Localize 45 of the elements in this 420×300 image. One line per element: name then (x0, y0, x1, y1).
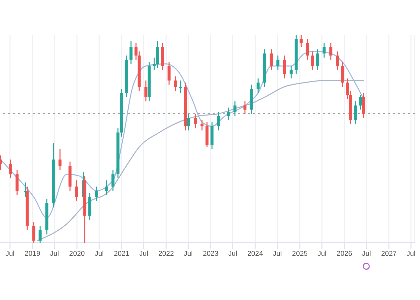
candlestick (354, 101, 358, 125)
candlestick (130, 40, 133, 65)
candlestick (174, 76, 178, 92)
candlestick (234, 101, 237, 117)
candlestick (16, 170, 19, 196)
candlestick (306, 38, 310, 60)
candlestick (283, 55, 286, 80)
candlestick (58, 148, 62, 171)
candlestick (168, 62, 171, 86)
candlestick (256, 78, 260, 94)
candlestick (226, 107, 230, 121)
candlestick (210, 122, 214, 150)
candlestick (0, 155, 2, 171)
candlestick (75, 180, 78, 202)
candlestick (244, 101, 247, 115)
candlestick (311, 51, 314, 71)
candlestick (179, 80, 182, 94)
candlestick (270, 49, 274, 71)
candlestick (104, 180, 108, 196)
candlestick (250, 84, 254, 115)
candlestick (200, 120, 204, 132)
candlestick (38, 226, 42, 243)
candlestick (68, 161, 72, 192)
candlestick (217, 111, 220, 132)
candlestick (95, 186, 98, 202)
candlestick (316, 49, 320, 71)
candlestick (341, 62, 344, 88)
candlestick (88, 192, 92, 221)
candlestick (161, 42, 164, 71)
candlestick (322, 42, 326, 58)
candlestick (290, 66, 293, 80)
candlestick (112, 170, 115, 192)
candlestick (206, 122, 209, 148)
candlestick (144, 80, 148, 102)
candlestick (330, 42, 333, 60)
candlestick (32, 222, 36, 243)
candlestick (336, 51, 340, 71)
candlestick (300, 35, 303, 48)
candlestick (156, 40, 160, 69)
candlestick (194, 114, 198, 130)
candlestick (359, 94, 362, 110)
candlestick (187, 114, 190, 132)
candlestick (276, 55, 280, 71)
candlestick (362, 92, 366, 119)
candlestick (9, 159, 12, 180)
